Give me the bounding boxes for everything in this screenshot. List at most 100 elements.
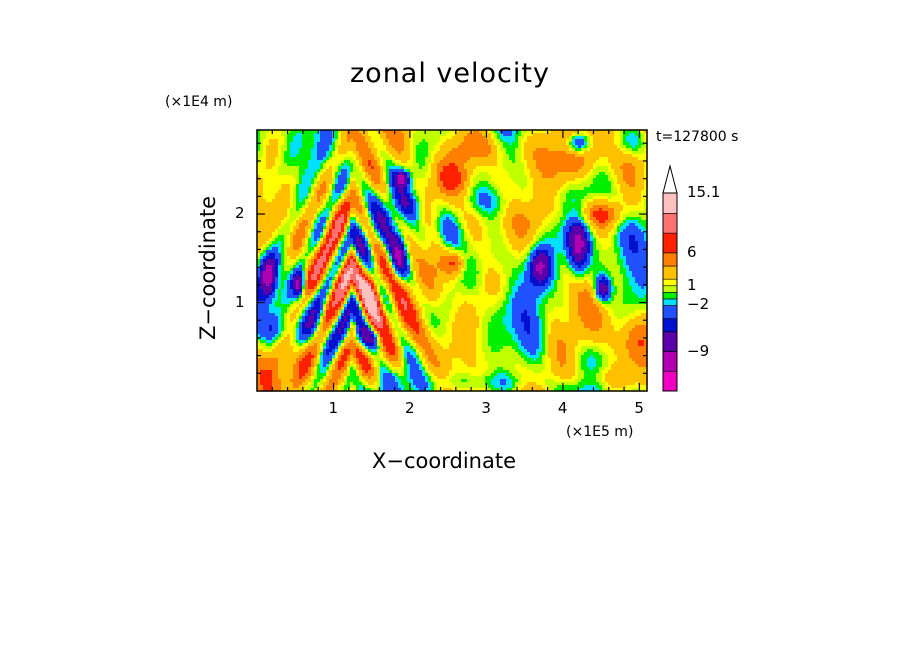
contour-cell (452, 145, 456, 149)
contour-cell (419, 151, 423, 155)
contour-cell (599, 151, 603, 155)
contour-cell (263, 142, 267, 146)
contour-cell (410, 145, 414, 149)
contour-cell (362, 142, 366, 146)
contour-cell (641, 133, 645, 137)
contour-cell (545, 133, 549, 137)
contour-cell (380, 154, 384, 158)
contour-cell (263, 133, 267, 137)
contour-cell (440, 148, 444, 152)
contour-cell (317, 145, 321, 149)
contour-cell (470, 136, 474, 140)
contour-cell (560, 151, 564, 155)
contour-cell (497, 136, 501, 140)
contour-cell (314, 148, 318, 152)
contour-cell (482, 148, 486, 152)
contour-cell (443, 145, 447, 149)
contour-cell (599, 139, 603, 143)
contour-cell (299, 133, 303, 137)
contour-cell (416, 148, 420, 152)
contour-cell (317, 130, 321, 134)
contour-cell (578, 148, 582, 152)
contour-cell (626, 145, 630, 149)
contour-cell (554, 136, 558, 140)
contour-cell (425, 151, 429, 155)
contour-cell (257, 145, 261, 149)
contour-cell (323, 139, 327, 143)
contour-cell (500, 145, 504, 149)
contour-cell (419, 142, 423, 146)
contour-cell (257, 148, 261, 152)
contour-cell (593, 133, 597, 137)
contour-cell (416, 130, 420, 134)
contour-cell (575, 142, 579, 146)
contour-cell (455, 148, 459, 152)
contour-cell (287, 151, 291, 155)
contour-cell (617, 145, 621, 149)
contour-cell (344, 148, 348, 152)
contour-cell (530, 145, 534, 149)
contour-cell (401, 148, 405, 152)
contour-cell (278, 130, 282, 134)
contour-cell (437, 142, 441, 146)
contour-cell (398, 151, 402, 155)
contour-cell (356, 148, 360, 152)
contour-cell (410, 130, 414, 134)
contour-cell (563, 130, 567, 134)
contour-cell (380, 142, 384, 146)
contour-cell (281, 154, 285, 158)
contour-cell (539, 142, 543, 146)
contour-cell (581, 136, 585, 140)
contour-cell (356, 139, 360, 143)
contour-cell (602, 142, 606, 146)
contour-cell (443, 133, 447, 137)
contour-cell (593, 136, 597, 140)
contour-cell (386, 130, 390, 134)
contour-cell (440, 142, 444, 146)
contour-cell (296, 139, 300, 143)
contour-cell (443, 136, 447, 140)
contour-cell (641, 145, 645, 149)
contour-cell (611, 151, 615, 155)
contour-cell (290, 139, 294, 143)
contour-cell (287, 154, 291, 158)
contour-cell (437, 151, 441, 155)
contour-cell (563, 148, 567, 152)
contour-cell (440, 130, 444, 134)
contour-cell (293, 154, 297, 158)
contour-cell (614, 145, 618, 149)
contour-cell (257, 133, 261, 137)
contour-cell (593, 145, 597, 149)
contour-cell (617, 148, 621, 152)
contour-cell (368, 151, 372, 155)
contour-cell (494, 148, 498, 152)
contour-cell (377, 139, 381, 143)
contour-cell (419, 145, 423, 149)
contour-cell (308, 154, 312, 158)
contour-cell (581, 151, 585, 155)
contour-cell (338, 148, 342, 152)
contour-cell (392, 145, 396, 149)
contour-cell (527, 151, 531, 155)
contour-cell (464, 151, 468, 155)
contour-cell (575, 133, 579, 137)
contour-cell (569, 136, 573, 140)
contour-cell (449, 139, 453, 143)
contour-cell (293, 145, 297, 149)
contour-cell (644, 139, 648, 143)
contour-cell (419, 133, 423, 137)
contour-cell (347, 133, 351, 137)
contour-cell (257, 151, 261, 155)
contour-cell (596, 151, 600, 155)
contour-cell (383, 151, 387, 155)
contour-cell (626, 133, 630, 137)
contour-cell (275, 142, 279, 146)
contour-cell (527, 145, 531, 149)
contour-cell (296, 148, 300, 152)
contour-cell (599, 148, 603, 152)
contour-cell (506, 145, 510, 149)
contour-cell (320, 148, 324, 152)
contour-cell (377, 145, 381, 149)
contour-cell (461, 145, 465, 149)
